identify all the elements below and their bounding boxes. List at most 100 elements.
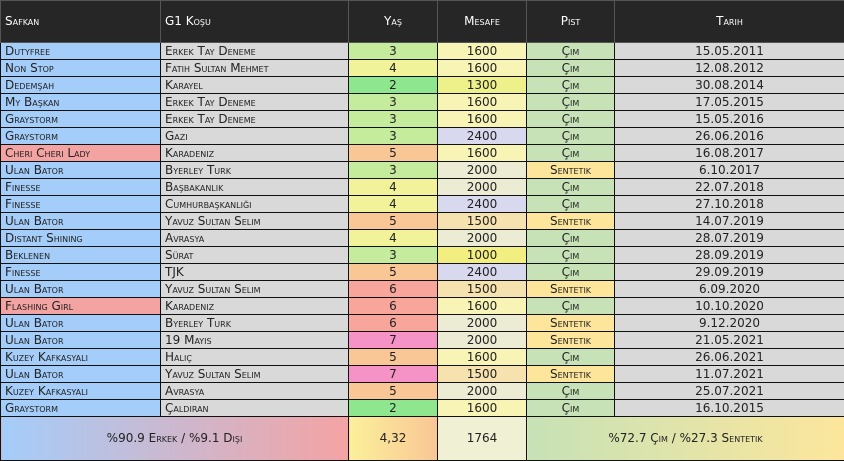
table-cell: Sentetik	[526, 365, 615, 383]
table-row: Kuzey Kafkasyali Haliç 5 1600 Çim 26.06.2021	[0, 348, 844, 366]
table-cell: 1600	[437, 144, 527, 162]
table-cell: Finesse	[0, 263, 161, 281]
table-row: Flashing Girl Karadeniz 6 1600 Çim 10.10.2020	[0, 297, 844, 315]
table-row: Ulan Bator 19 Mayıs 7 2000 Sentetik 21.05.202…	[0, 331, 844, 349]
table-cell: 26.06.2021	[614, 348, 844, 366]
table-cell: 2	[348, 76, 438, 94]
table-cell: Graystorm	[0, 127, 161, 145]
table-cell: 4	[348, 59, 438, 77]
table-row: Graystorm Çaldıran 2 1600 Çim 16.10.2015	[0, 399, 844, 417]
table-row: Ulan Bator Byerley Turk 3 2000 Sentetik 6.10.…	[0, 161, 844, 179]
table-cell: 2000	[437, 314, 527, 332]
header-cell: Tarih	[614, 0, 844, 43]
table-cell: Çim	[526, 229, 615, 247]
table-cell: Çaldıran	[160, 399, 349, 417]
table-cell: 28.09.2019	[614, 246, 844, 264]
table-cell: 7	[348, 331, 438, 349]
table-cell: Ulan Bator	[0, 365, 161, 383]
table-cell: Çim	[526, 144, 615, 162]
table-cell: 1600	[437, 399, 527, 417]
table-cell: 22.07.2018	[614, 178, 844, 196]
table-cell: Dutyfree	[0, 42, 161, 60]
table-cell: 6.10.2017	[614, 161, 844, 179]
table-cell: Sentetik	[526, 161, 615, 179]
table-cell: Başbakanlık	[160, 178, 349, 196]
table-cell: Çim	[526, 348, 615, 366]
table-cell: Finesse	[0, 195, 161, 213]
table-cell: 1300	[437, 76, 527, 94]
table-cell: Çim	[526, 110, 615, 128]
table-cell: Graystorm	[0, 110, 161, 128]
table-cell: Byerley Turk	[160, 314, 349, 332]
table-cell: 21.05.2021	[614, 331, 844, 349]
footer-surface: %72.7 Çim / %27.3 Sentetik	[526, 416, 844, 461]
table-cell: Sentetik	[526, 331, 615, 349]
table-row: Kuzey Kafkasyali Avrasya 5 2000 Çim 25.07.202…	[0, 382, 844, 400]
table-cell: Cheri Cheri Lady	[0, 144, 161, 162]
table-cell: Ulan Bator	[0, 331, 161, 349]
table-cell: 5	[348, 382, 438, 400]
table-row: Finesse TJK 5 2400 Çim 29.09.2019	[0, 263, 844, 281]
table-cell: 1500	[437, 365, 527, 383]
table-cell: 1000	[437, 246, 527, 264]
table-cell: 2000	[437, 331, 527, 349]
table-cell: 1600	[437, 59, 527, 77]
footer-distance: 1764	[437, 416, 527, 461]
table-cell: 5	[348, 212, 438, 230]
table-row: Ulan Bator Yavuz Sultan Selim 5 1500 Senteti…	[0, 212, 844, 230]
table-cell: Yavuz Sultan Selim	[160, 365, 349, 383]
table-row: Distant Shining Avrasya 4 2000 Çim 28.07.2019	[0, 229, 844, 247]
table-cell: Çim	[526, 59, 615, 77]
table-cell: Sürat	[160, 246, 349, 264]
table-cell: 6.09.2020	[614, 280, 844, 298]
table-cell: Çim	[526, 76, 615, 94]
table-cell: 2000	[437, 382, 527, 400]
table-row: Dedemşah Karayel 2 1300 Çim 30.08.2014	[0, 76, 844, 94]
table-cell: Avrasya	[160, 382, 349, 400]
table-cell: Cumhurbaşkanlığı	[160, 195, 349, 213]
table-cell: 30.08.2014	[614, 76, 844, 94]
table-cell: 1500	[437, 212, 527, 230]
table-cell: 2000	[437, 229, 527, 247]
table-cell: 27.10.2018	[614, 195, 844, 213]
table-cell: Çim	[526, 93, 615, 111]
table-cell: Byerley Turk	[160, 161, 349, 179]
table-cell: 26.06.2016	[614, 127, 844, 145]
table-row: Finesse Cumhurbaşkanlığı 4 2400 Çim 27.10.201…	[0, 195, 844, 213]
table-cell: 10.10.2020	[614, 297, 844, 315]
table-cell: 15.05.2011	[614, 42, 844, 60]
table-cell: 2000	[437, 161, 527, 179]
table-body: Dutyfree Erkek Tay Deneme 3 1600 Çim 15.05.20…	[0, 42, 844, 417]
table-cell: Yavuz Sultan Selim	[160, 280, 349, 298]
table-cell: Distant Shining	[0, 229, 161, 247]
table-cell: 5	[348, 263, 438, 281]
table-cell: 16.08.2017	[614, 144, 844, 162]
footer-age: 4,32	[348, 416, 438, 461]
table-cell: 29.09.2019	[614, 263, 844, 281]
table-cell: Dedemşah	[0, 76, 161, 94]
table-cell: 1600	[437, 110, 527, 128]
table-cell: Çim	[526, 399, 615, 417]
table-cell: Çim	[526, 127, 615, 145]
table-cell: 11.07.2021	[614, 365, 844, 383]
table-cell: Sentetik	[526, 212, 615, 230]
table-cell: Avrasya	[160, 229, 349, 247]
table-cell: Non Stop	[0, 59, 161, 77]
table-cell: Gazi	[160, 127, 349, 145]
table-cell: 16.10.2015	[614, 399, 844, 417]
table-cell: Finesse	[0, 178, 161, 196]
table-cell: Erkek Tay Deneme	[160, 110, 349, 128]
table-cell: Çim	[526, 297, 615, 315]
table-cell: Çim	[526, 382, 615, 400]
table-row: Ulan Bator Yavuz Sultan Selim 6 1500 Senteti…	[0, 280, 844, 298]
table-cell: Erkek Tay Deneme	[160, 93, 349, 111]
table-cell: 7	[348, 365, 438, 383]
table-cell: 25.07.2021	[614, 382, 844, 400]
table-cell: Çim	[526, 178, 615, 196]
table-cell: Ulan Bator	[0, 161, 161, 179]
header-cell: G1 Koşu	[160, 0, 349, 43]
table-row: Ulan Bator Byerley Turk 6 2000 Sentetik 9.12.…	[0, 314, 844, 332]
table-cell: Sentetik	[526, 314, 615, 332]
table-cell: 3	[348, 110, 438, 128]
